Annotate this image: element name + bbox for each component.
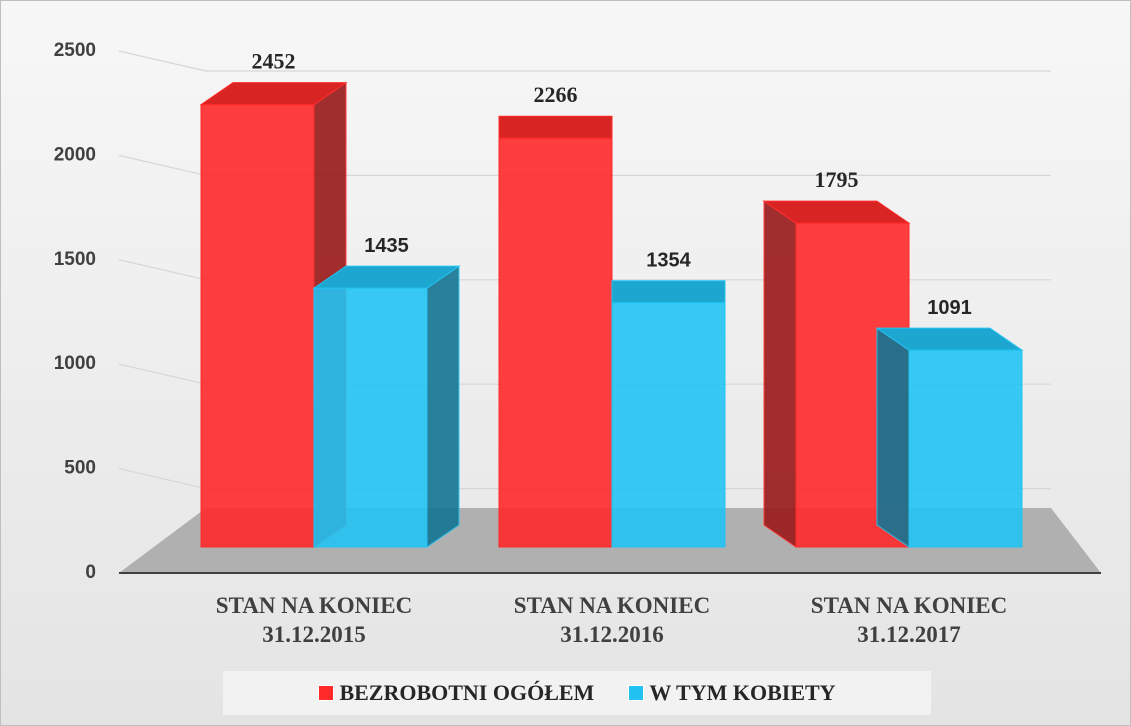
bar xyxy=(313,287,428,548)
data-label: 1091 xyxy=(927,297,972,319)
y-tick-label: 1000 xyxy=(54,353,96,374)
bar xyxy=(611,302,726,548)
bar-top xyxy=(498,115,613,139)
data-label: 1435 xyxy=(364,235,409,257)
legend-entry: BEZROBOTNI OGÓŁEM xyxy=(318,680,594,706)
bar xyxy=(498,137,613,548)
data-label: 2452 xyxy=(252,49,296,74)
y-tick-label: 2000 xyxy=(54,144,96,165)
legend-label: BEZROBOTNI OGÓŁEM xyxy=(339,680,595,705)
x-tick-label: STAN NA KONIEC 31.12.2017 xyxy=(810,593,1008,647)
grid-line xyxy=(118,50,1051,72)
data-label: 1354 xyxy=(646,250,691,272)
bar xyxy=(200,104,315,548)
data-label: 2266 xyxy=(534,82,578,107)
y-tick-label: 500 xyxy=(64,458,96,479)
y-tick-label: 1500 xyxy=(54,249,96,270)
legend: BEZROBOTNI OGÓŁEM W TYM KOBIETY xyxy=(223,671,931,715)
legend-swatch xyxy=(318,685,335,701)
bar-top xyxy=(611,280,726,304)
legend-label: W TYM KOBIETY xyxy=(649,680,836,705)
bar-side xyxy=(876,327,910,548)
bar-side xyxy=(426,265,460,548)
bar xyxy=(908,349,1023,548)
legend-entry: W TYM KOBIETY xyxy=(628,680,836,706)
legend-swatch xyxy=(628,685,645,701)
data-label: 1795 xyxy=(815,167,859,192)
y-tick-label: 2500 xyxy=(54,40,96,61)
x-tick-label: STAN NA KONIEC 31.12.2016 xyxy=(513,593,711,647)
bar-side xyxy=(763,200,797,548)
y-tick-label: 0 xyxy=(85,562,96,583)
x-tick-label: STAN NA KONIEC 31.12.2015 xyxy=(215,593,413,647)
